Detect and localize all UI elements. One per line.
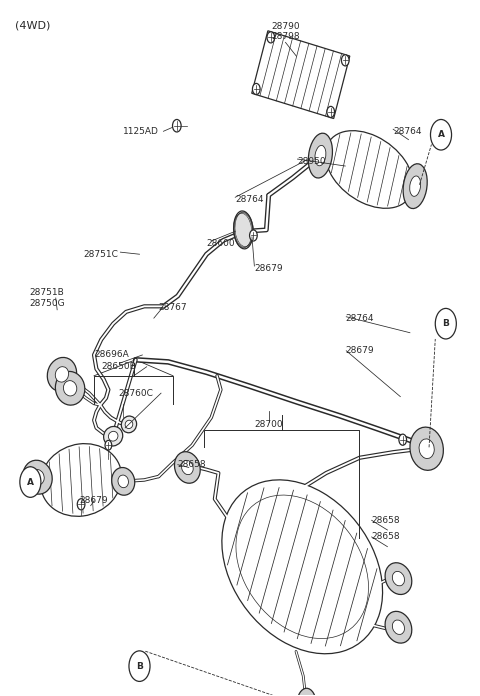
Circle shape bbox=[327, 106, 335, 118]
Text: 28767: 28767 bbox=[158, 303, 187, 313]
Ellipse shape bbox=[125, 420, 133, 429]
Ellipse shape bbox=[392, 571, 405, 586]
Ellipse shape bbox=[385, 563, 412, 594]
Circle shape bbox=[431, 120, 452, 150]
Ellipse shape bbox=[104, 427, 123, 446]
Circle shape bbox=[267, 32, 275, 43]
Ellipse shape bbox=[55, 372, 85, 405]
Text: 28658: 28658 bbox=[372, 516, 400, 525]
Text: 28679: 28679 bbox=[254, 264, 283, 273]
Ellipse shape bbox=[23, 460, 52, 494]
Ellipse shape bbox=[118, 475, 129, 488]
Text: 28696A: 28696A bbox=[94, 351, 129, 359]
Text: B: B bbox=[443, 319, 449, 329]
Ellipse shape bbox=[315, 145, 326, 166]
Ellipse shape bbox=[308, 133, 333, 178]
Text: 28790
28798: 28790 28798 bbox=[271, 22, 300, 41]
Ellipse shape bbox=[234, 211, 253, 249]
Ellipse shape bbox=[40, 443, 122, 516]
Circle shape bbox=[250, 230, 257, 241]
Text: A: A bbox=[437, 130, 444, 139]
Ellipse shape bbox=[112, 468, 135, 496]
Text: (4WD): (4WD) bbox=[15, 20, 50, 30]
Text: 28760C: 28760C bbox=[118, 388, 153, 397]
Polygon shape bbox=[252, 31, 350, 118]
Text: 28950: 28950 bbox=[298, 157, 326, 166]
Ellipse shape bbox=[31, 470, 44, 485]
Text: 28658: 28658 bbox=[372, 532, 400, 541]
Ellipse shape bbox=[48, 358, 77, 391]
Ellipse shape bbox=[403, 164, 427, 209]
Ellipse shape bbox=[410, 176, 420, 196]
Text: A: A bbox=[27, 477, 34, 487]
Text: 28650B: 28650B bbox=[101, 362, 136, 371]
Text: 28679: 28679 bbox=[345, 347, 374, 355]
Text: 28700: 28700 bbox=[254, 420, 283, 429]
Ellipse shape bbox=[55, 367, 69, 382]
Circle shape bbox=[129, 651, 150, 681]
Circle shape bbox=[341, 55, 349, 66]
Text: 28764: 28764 bbox=[235, 195, 264, 204]
Ellipse shape bbox=[222, 480, 383, 654]
Text: 28658: 28658 bbox=[178, 460, 206, 469]
Ellipse shape bbox=[174, 452, 200, 483]
Text: 28764: 28764 bbox=[345, 315, 374, 324]
Circle shape bbox=[435, 308, 456, 339]
Text: 28751C: 28751C bbox=[83, 250, 118, 259]
Circle shape bbox=[105, 441, 112, 450]
Circle shape bbox=[252, 84, 260, 95]
Ellipse shape bbox=[325, 131, 413, 208]
Circle shape bbox=[172, 120, 181, 132]
Ellipse shape bbox=[419, 439, 434, 459]
Ellipse shape bbox=[385, 611, 412, 643]
Ellipse shape bbox=[392, 620, 405, 635]
Circle shape bbox=[20, 467, 41, 498]
Ellipse shape bbox=[121, 416, 137, 433]
Text: 28679: 28679 bbox=[80, 496, 108, 505]
Text: B: B bbox=[136, 662, 143, 671]
Circle shape bbox=[77, 499, 85, 510]
Ellipse shape bbox=[297, 688, 316, 696]
Text: 28600: 28600 bbox=[206, 239, 235, 248]
Ellipse shape bbox=[108, 432, 118, 441]
Ellipse shape bbox=[410, 427, 444, 470]
Text: 28764: 28764 bbox=[393, 127, 421, 136]
Text: 28751B
28750G: 28751B 28750G bbox=[29, 288, 65, 308]
Ellipse shape bbox=[63, 381, 77, 396]
Circle shape bbox=[399, 434, 407, 445]
Text: 1125AD: 1125AD bbox=[123, 127, 158, 136]
Ellipse shape bbox=[181, 460, 193, 475]
